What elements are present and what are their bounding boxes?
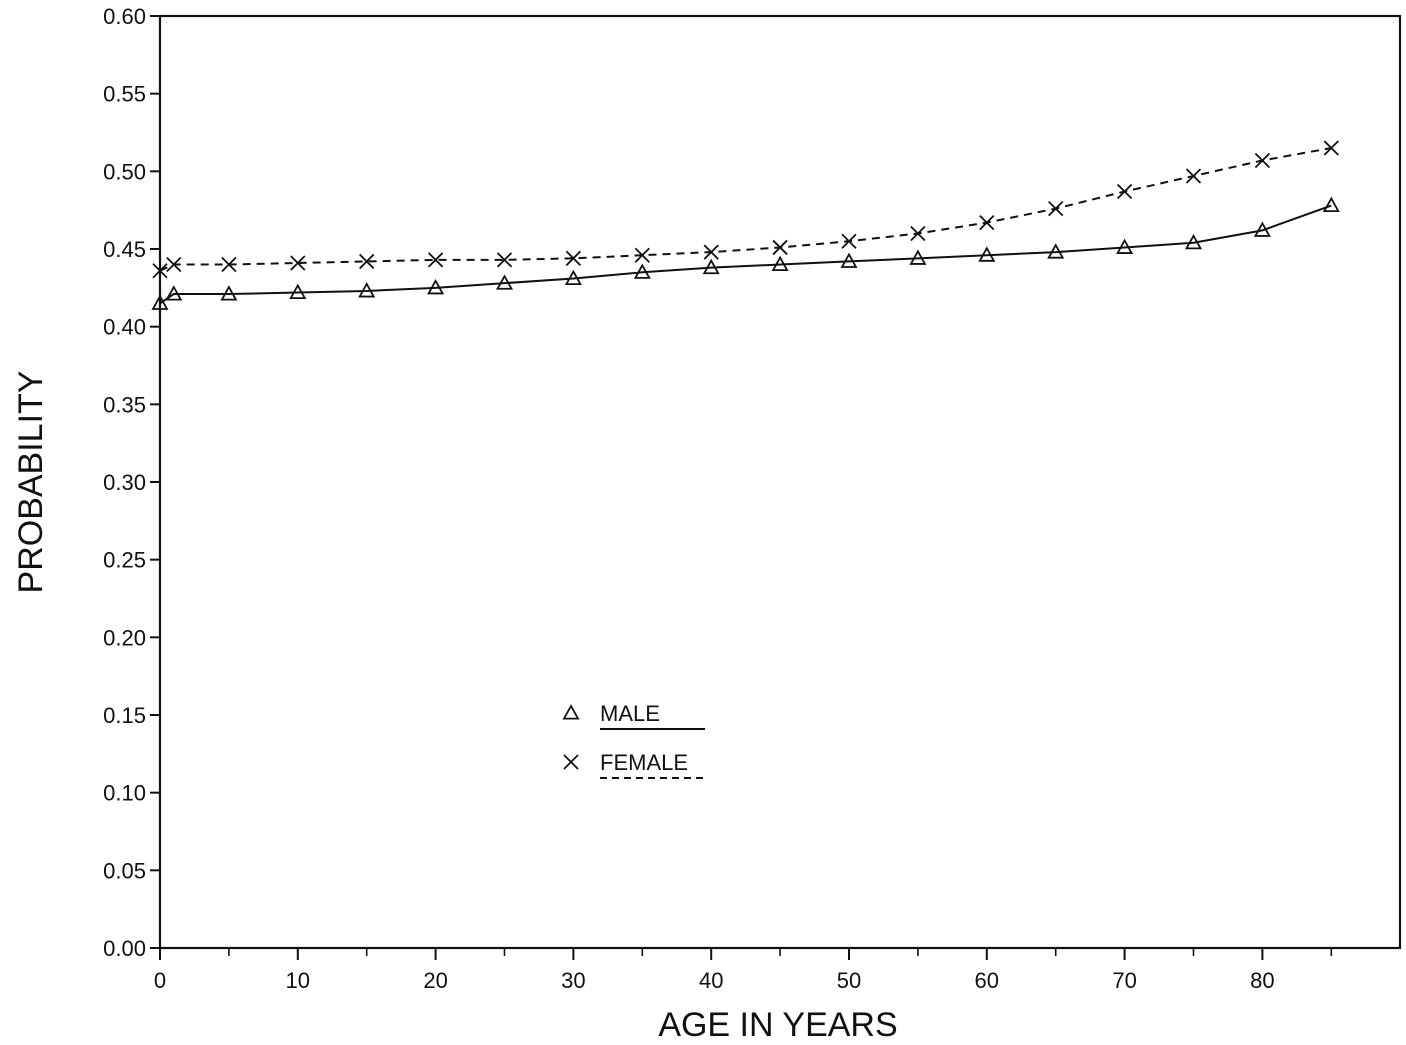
y-tick-label: 0.25 (103, 548, 146, 573)
female-point (152, 263, 168, 279)
male-point (289, 283, 307, 299)
female-point (565, 250, 582, 266)
series-layer (151, 140, 1340, 310)
x-tick-label: 10 (286, 968, 310, 993)
male-point (840, 252, 858, 268)
female-point (1185, 168, 1202, 184)
male-point (1184, 233, 1203, 250)
x-axis-title: AGE IN YEARS (658, 1006, 897, 1044)
male-point (771, 255, 789, 272)
female-point (910, 225, 926, 242)
female-point (359, 253, 375, 270)
y-tick-label: 0.50 (103, 159, 146, 184)
y-tick-label: 0.30 (103, 470, 146, 495)
y-tick-label: 0.45 (103, 237, 146, 262)
male-point (1116, 238, 1134, 254)
female-point (221, 256, 237, 273)
y-tick-label: 0.35 (103, 392, 146, 417)
x-tick-label: 60 (975, 968, 999, 993)
male-point (1047, 243, 1065, 259)
female-point (1048, 200, 1064, 217)
legend: MALE FEMALE (562, 701, 705, 779)
x-tick-label: 20 (423, 968, 447, 993)
y-axis-title: PROBABILITY (12, 371, 50, 594)
male-point (427, 278, 445, 295)
x-tick-label: 40 (699, 968, 723, 993)
y-tick-label: 0.55 (103, 82, 146, 107)
female-point (166, 256, 182, 273)
series-male (151, 196, 1340, 310)
male-point (978, 246, 996, 262)
male-point (165, 285, 183, 301)
male-point (220, 285, 238, 301)
series-female (152, 140, 1339, 279)
y-tick-label: 0.05 (103, 858, 146, 883)
x-tick-label: 0 (154, 968, 166, 993)
female-point (703, 244, 719, 260)
female-point (1254, 152, 1271, 169)
series-line-female (159, 147, 1332, 272)
male-point (633, 263, 651, 279)
female-point (772, 239, 788, 256)
female-point (634, 247, 650, 263)
x-tick-label: 80 (1250, 968, 1274, 993)
y-tick-label: 0.15 (103, 703, 146, 728)
x-tick-label: 50 (837, 968, 861, 993)
female-point (496, 252, 513, 268)
series-line-male (159, 204, 1332, 305)
x-tick-label: 70 (1112, 968, 1136, 993)
x-axis-ticks: 0 10 20 30 40 50 60 70 80 (154, 948, 1333, 993)
male-point (1322, 196, 1340, 213)
y-tick-label: 0.40 (103, 315, 146, 340)
male-point (1253, 221, 1271, 237)
female-point (290, 255, 306, 271)
female-point (841, 233, 857, 249)
x-tick-label: 30 (561, 968, 585, 993)
female-point (1116, 183, 1133, 200)
plot-frame (158, 14, 1402, 950)
y-tick-label: 0.60 (103, 4, 146, 29)
y-tick-label: 0.10 (103, 781, 146, 806)
male-point (151, 294, 169, 310)
male-point (358, 282, 376, 298)
y-tick-label: 0.20 (103, 625, 146, 650)
female-point (427, 252, 444, 268)
female-point (979, 214, 995, 231)
male-point (702, 258, 720, 275)
male-point (562, 704, 580, 720)
legend-label-male: MALE (600, 701, 660, 726)
male-point (909, 249, 927, 265)
male-point (495, 274, 514, 290)
legend-x-marker (563, 754, 579, 770)
y-axis-ticks: 0.00 0.05 0.10 0.15 0.20 0.25 0.30 0.35 0.40 0.45… (103, 4, 160, 961)
y-tick-label: 0.00 (103, 936, 146, 961)
legend-label-female: FEMALE (600, 750, 688, 775)
male-point (564, 269, 582, 286)
female-point (1323, 140, 1339, 156)
